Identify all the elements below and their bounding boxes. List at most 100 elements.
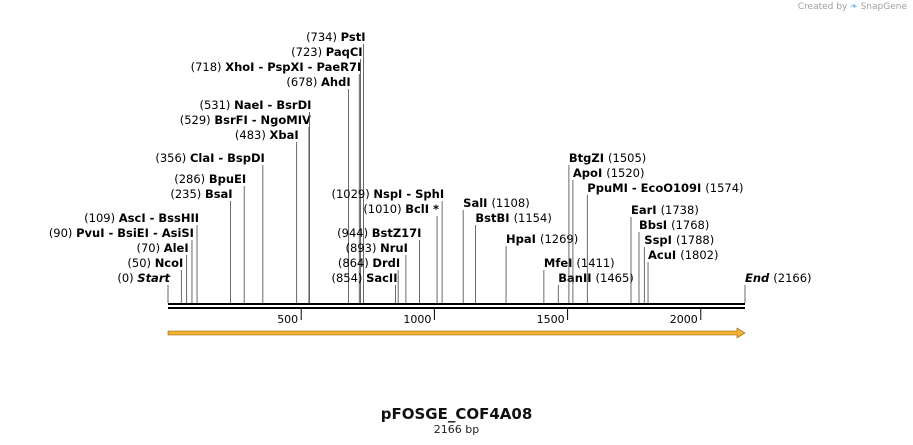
site-position: (1788) — [676, 233, 714, 247]
site-enzyme-names: BsrFI - NgoMIV — [214, 113, 311, 127]
site-label[interactable]: (356) ClaI - BspDI — [155, 151, 264, 165]
site-position: (734) — [306, 30, 341, 44]
site-position: (356) — [155, 151, 190, 165]
feature-arrow — [167, 327, 746, 339]
site-enzyme-names: End — [745, 271, 773, 285]
site-position: (723) — [291, 45, 326, 59]
site-enzyme-names: BsaI — [205, 187, 233, 201]
site-label[interactable]: EarI (1738) — [631, 203, 699, 217]
site-label[interactable]: (678) AhdI — [286, 75, 350, 89]
site-position: (2166) — [773, 271, 811, 285]
site-position: (109) — [84, 211, 119, 225]
site-enzyme-names: SacII — [366, 271, 397, 285]
credit-prefix: Created by — [797, 2, 848, 12]
site-label[interactable]: (483) XbaI — [235, 128, 299, 142]
site-enzyme-names: NcoI — [155, 256, 184, 270]
site-label[interactable]: (531) NaeI - BsrDI — [199, 98, 311, 112]
site-position: (1269) — [540, 232, 578, 246]
site-label[interactable]: End (2166) — [745, 271, 812, 285]
site-enzyme-names: AscI - BssHII — [119, 211, 199, 225]
site-label[interactable]: BbsI (1768) — [639, 218, 709, 232]
site-position: (483) — [235, 128, 270, 142]
site-enzyme-names: MfeI — [544, 256, 577, 270]
site-position: (529) — [180, 113, 215, 127]
site-label[interactable]: SalI (1108) — [463, 196, 530, 210]
plasmid-length: 2166 bp — [433, 423, 480, 436]
site-label[interactable]: (0) Start — [117, 271, 170, 285]
site-position: (1574) — [705, 181, 743, 195]
site-label[interactable]: (50) NcoI — [127, 256, 183, 270]
site-enzyme-names: XhoI - PspXI - PaeR7I — [225, 60, 361, 74]
site-label[interactable]: BtgZI (1505) — [569, 151, 646, 165]
site-label[interactable]: (90) PvuI - BsiEI - AsiSI — [49, 226, 194, 240]
site-position: (1154) — [514, 211, 552, 225]
site-label[interactable]: (235) BsaI — [170, 187, 232, 201]
site-label[interactable]: (734) PstI — [306, 30, 365, 44]
site-enzyme-names: HpaI — [506, 232, 540, 246]
axis-tick-label: 1500 — [537, 313, 565, 326]
site-label[interactable]: BanII (1465) — [558, 271, 634, 285]
site-enzyme-names: BclI * — [405, 202, 439, 216]
site-enzyme-names: AhdI — [321, 75, 351, 89]
site-enzyme-names: BstZ17I — [372, 226, 422, 240]
site-position: (1505) — [608, 151, 646, 165]
site-enzyme-names: NspI - SphI — [373, 187, 444, 201]
site-enzyme-names: PaqCI — [326, 45, 363, 59]
site-position: (286) — [174, 172, 209, 186]
site-label[interactable]: (854) SacII — [331, 271, 397, 285]
site-enzyme-names: EarI — [631, 203, 661, 217]
site-position: (1010) — [363, 202, 405, 216]
site-position: (1768) — [671, 218, 709, 232]
site-label[interactable]: (944) BstZ17I — [337, 226, 421, 240]
site-label[interactable]: (723) PaqCI — [291, 45, 362, 59]
site-enzyme-names: BstBI — [475, 211, 513, 225]
site-position: (50) — [127, 256, 154, 270]
site-enzyme-names: PpuMI - EcoO109I — [587, 181, 705, 195]
site-position: (531) — [199, 98, 234, 112]
site-position: (1411) — [576, 256, 614, 270]
site-label[interactable]: (864) DrdI — [338, 256, 400, 270]
site-label[interactable]: (109) AscI - BssHII — [84, 211, 199, 225]
site-position: (0) — [117, 271, 137, 285]
site-position: (944) — [337, 226, 372, 240]
site-label[interactable]: BstBI (1154) — [475, 211, 551, 225]
site-position: (1520) — [606, 166, 644, 180]
site-label[interactable]: (1010) BclI * — [363, 202, 439, 216]
site-enzyme-names: NruI — [380, 241, 408, 255]
credit-brand: SnapGene — [860, 2, 907, 12]
site-enzyme-names: BanII — [558, 271, 595, 285]
site-position: (864) — [338, 256, 373, 270]
site-enzyme-names: AcuI — [648, 248, 680, 262]
site-label[interactable]: (529) BsrFI - NgoMIV — [180, 113, 311, 127]
site-label[interactable]: SspI (1788) — [644, 233, 714, 247]
site-position: (90) — [49, 226, 76, 240]
site-label[interactable]: (718) XhoI - PspXI - PaeR7I — [191, 60, 362, 74]
site-enzyme-names: PstI — [341, 30, 366, 44]
site-enzyme-names: BpuEI — [209, 172, 246, 186]
site-position: (854) — [331, 271, 366, 285]
site-position: (678) — [286, 75, 321, 89]
plasmid-name: pFOSGE_COF4A08 — [380, 405, 533, 423]
site-position: (718) — [191, 60, 226, 74]
site-position: (1465) — [596, 271, 634, 285]
site-label[interactable]: ApoI (1520) — [573, 166, 645, 180]
axis-tick-label: 2000 — [670, 313, 698, 326]
axis-tick-label: 1000 — [403, 313, 431, 326]
site-enzyme-names: XbaI — [270, 128, 299, 142]
site-label[interactable]: HpaI (1269) — [506, 232, 578, 246]
site-label[interactable]: AcuI (1802) — [648, 248, 718, 262]
site-label[interactable]: (1029) NspI - SphI — [331, 187, 444, 201]
site-position: (1802) — [680, 248, 718, 262]
site-enzyme-names: AleI — [164, 241, 189, 255]
site-label[interactable]: PpuMI - EcoO109I (1574) — [587, 181, 743, 195]
snapgene-leaf-icon: ❧ — [850, 2, 858, 12]
site-label[interactable]: (70) AleI — [136, 241, 188, 255]
site-label[interactable]: (286) BpuEI — [174, 172, 246, 186]
site-position: (1108) — [491, 196, 529, 210]
site-enzyme-names: BbsI — [639, 218, 671, 232]
site-enzyme-names: DrdI — [372, 256, 400, 270]
site-label[interactable]: (893) NruI — [346, 241, 408, 255]
site-label[interactable]: MfeI (1411) — [544, 256, 615, 270]
site-enzyme-names: NaeI - BsrDI — [234, 98, 311, 112]
